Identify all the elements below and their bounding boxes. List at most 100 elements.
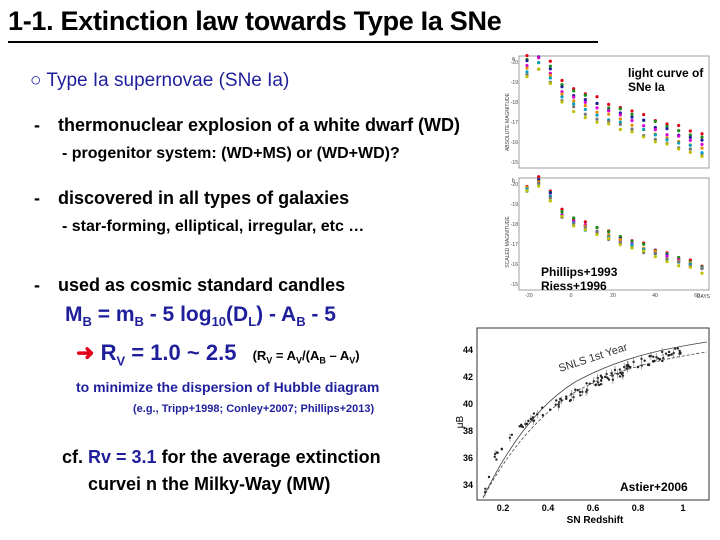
redshift-axis-label: SN Redshift — [567, 515, 624, 526]
light-curve-figure: a b ABSOLUTE MAGNITUDE SCALED MAGNITUDE … — [505, 53, 711, 300]
light-curve-point — [665, 138, 669, 142]
hubble-diagram: 44 42 40 38 36 34 0.2 0.4 0.6 0.8 1 SNLS 1st Year… — [455, 327, 710, 526]
lc-xtick: 0 — [570, 293, 573, 299]
lc-bottom-ytick: -17 — [511, 242, 518, 248]
light-curve-point — [607, 122, 611, 126]
hubble-point — [594, 383, 597, 387]
hubble-xtick: 0.8 — [632, 503, 645, 513]
light-curve-point — [548, 76, 552, 80]
light-curve-point — [653, 255, 657, 259]
light-curve-point — [700, 151, 704, 155]
light-curve-point — [560, 85, 564, 89]
light-curve-point — [525, 64, 529, 68]
hubble-point — [518, 425, 521, 428]
light-curve-point — [677, 123, 681, 128]
light-curve-point — [607, 230, 611, 234]
light-curve-point — [665, 260, 669, 264]
light-curve-point — [653, 140, 657, 144]
hubble-point — [579, 394, 582, 397]
light-curve-point — [525, 53, 529, 58]
light-curve-point — [665, 122, 669, 126]
hubble-point — [607, 378, 611, 381]
light-curve-point — [607, 236, 611, 241]
hubble-point — [646, 363, 650, 367]
hubble-ytick: 44 — [463, 345, 473, 355]
light-curve-point — [548, 67, 552, 71]
hubble-point — [599, 374, 603, 377]
light-curve-point — [653, 128, 657, 132]
light-curve-point — [572, 224, 576, 228]
light-curve-point — [595, 225, 599, 230]
light-curve-point — [618, 120, 622, 124]
light-curve-point — [607, 102, 611, 106]
light-curve-point — [548, 64, 552, 68]
light-curve-point — [572, 109, 576, 114]
light-curve-point — [665, 127, 669, 131]
light-curve-point — [618, 238, 622, 242]
light-curve-point — [583, 93, 587, 97]
light-curve-point — [560, 95, 564, 99]
bullet-sub-1: - progenitor system: (WD+MS) or (WD+WD)? — [62, 145, 400, 162]
arrow-right-icon: ➜ — [76, 340, 95, 365]
hubble-y-ticks: 44 42 40 38 36 34 — [463, 345, 473, 490]
light-curve-point — [630, 123, 634, 127]
light-curve-point — [595, 101, 599, 106]
light-curve-point — [537, 61, 541, 65]
heading-text: Type Ia supernovae (SNe Ia) — [46, 70, 290, 91]
light-curve-point — [665, 254, 669, 258]
panel-a-label: a — [512, 56, 515, 62]
scaled-mag-axis-label: SCALED MAGNITUDE — [505, 216, 511, 268]
light-curve-top-points — [525, 53, 704, 158]
light-curve-point — [665, 133, 669, 137]
hubble-point — [565, 397, 568, 401]
hubble-point — [557, 403, 560, 406]
light-curve-point — [595, 110, 599, 114]
light-curve-point — [595, 106, 599, 110]
light-curve-point — [642, 242, 646, 246]
light-curve-point — [642, 249, 646, 253]
light-curve-point — [595, 113, 599, 117]
light-curve-point — [525, 75, 529, 79]
hubble-point — [600, 382, 603, 386]
light-curve-point — [642, 127, 646, 132]
light-curve-point — [630, 243, 634, 247]
light-curve-point — [583, 107, 587, 112]
light-curve-point — [583, 115, 587, 120]
cf-line-1: cf. Rv = 3.1 for the average extinction — [62, 447, 381, 467]
light-curve-point — [537, 181, 541, 185]
panel-b-label: b — [512, 178, 515, 184]
lc-top-ytick: -16 — [511, 140, 518, 146]
mu-b-axis-label: μB — [455, 415, 466, 428]
light-curve-point — [583, 112, 587, 116]
light-curve-point — [607, 109, 611, 113]
section-heading: ○ Type Ia supernovae (SNe Ia) — [30, 70, 289, 92]
light-curve-point — [677, 260, 681, 264]
lc-xtick: 20 — [610, 293, 616, 299]
light-curve-point — [688, 265, 692, 269]
light-curve-point — [653, 249, 657, 253]
hubble-point — [600, 376, 604, 379]
light-curve-point — [665, 142, 669, 146]
light-curve-point — [583, 100, 587, 104]
light-curve-point — [677, 134, 681, 138]
light-curve-point — [572, 102, 576, 106]
hubble-point — [495, 458, 498, 461]
light-curve-point — [560, 92, 564, 96]
abs-mag-axis-label: ABSOLUTE MAGNITUDE — [505, 92, 511, 151]
light-curve-point — [618, 122, 622, 127]
hubble-point — [521, 425, 525, 429]
light-curve-point — [630, 127, 634, 131]
light-curve-point — [525, 66, 529, 70]
light-curve-point — [548, 199, 552, 203]
hubble-point — [548, 408, 552, 411]
hubble-xtick: 0.4 — [542, 503, 555, 513]
light-curve-point — [653, 137, 657, 142]
lc-bottom-ytick: -16 — [511, 262, 518, 268]
snls-label: SNLS 1st Year — [557, 341, 629, 375]
light-curve-point — [560, 207, 564, 211]
light-curve-point — [618, 117, 622, 121]
light-curve-point — [653, 251, 657, 256]
light-curve-point — [700, 142, 704, 146]
light-curve-point — [688, 262, 692, 266]
hubble-xtick: 0.6 — [587, 503, 600, 513]
